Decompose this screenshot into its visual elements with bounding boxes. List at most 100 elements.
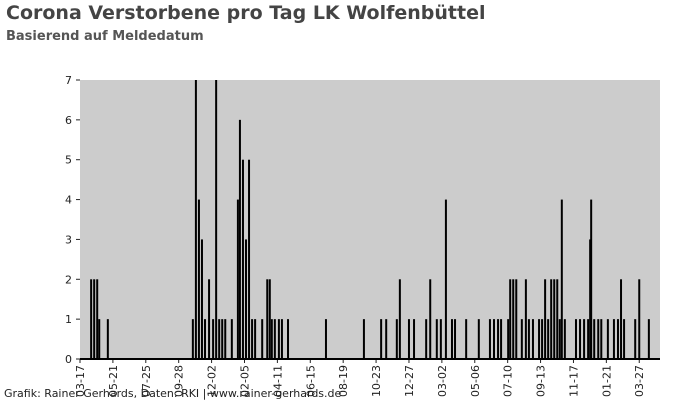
bar bbox=[574, 319, 577, 359]
x-tick-label: 03-17 bbox=[74, 365, 87, 397]
bar bbox=[612, 319, 615, 359]
y-tick-label: 1 bbox=[65, 313, 72, 326]
bar bbox=[270, 319, 273, 359]
bar bbox=[413, 319, 416, 359]
bar bbox=[395, 319, 398, 359]
x-tick-label: 08-19 bbox=[337, 365, 350, 397]
x-tick-label: 09-13 bbox=[535, 365, 548, 397]
bar bbox=[407, 319, 410, 359]
bar bbox=[558, 319, 561, 359]
bar bbox=[273, 319, 276, 359]
bar bbox=[492, 319, 495, 359]
bar bbox=[106, 319, 109, 359]
bar bbox=[600, 319, 603, 359]
x-tick-label: 11-17 bbox=[567, 365, 580, 397]
bar bbox=[547, 319, 550, 359]
bar bbox=[497, 319, 500, 359]
bar bbox=[616, 319, 619, 359]
bar bbox=[197, 199, 200, 359]
bar bbox=[230, 319, 233, 359]
bar bbox=[90, 279, 93, 359]
bar bbox=[236, 199, 239, 359]
bar bbox=[280, 319, 283, 359]
bar bbox=[277, 319, 280, 359]
bar bbox=[560, 199, 563, 359]
bar bbox=[450, 319, 453, 359]
x-tick-label: 05-06 bbox=[469, 365, 482, 397]
y-tick-label: 3 bbox=[65, 233, 72, 246]
x-tick-label: 06-15 bbox=[304, 365, 317, 397]
bar bbox=[324, 319, 327, 359]
x-tick-label: 07-25 bbox=[140, 365, 153, 397]
bar bbox=[268, 279, 271, 359]
bar bbox=[477, 319, 480, 359]
bar bbox=[638, 279, 641, 359]
bar bbox=[439, 319, 442, 359]
bar bbox=[527, 319, 530, 359]
bar bbox=[593, 319, 596, 359]
bar bbox=[254, 319, 257, 359]
bar bbox=[606, 319, 609, 359]
y-tick-label: 6 bbox=[65, 114, 72, 127]
y-tick-label: 5 bbox=[65, 154, 72, 167]
bar bbox=[200, 239, 203, 359]
bar bbox=[435, 319, 438, 359]
bar bbox=[385, 319, 388, 359]
bar bbox=[221, 319, 224, 359]
bar bbox=[208, 279, 211, 359]
bar bbox=[96, 279, 99, 359]
chart-title: Corona Verstorbene pro Tag LK Wolfenbütt… bbox=[6, 2, 485, 24]
bar bbox=[218, 319, 221, 359]
bar bbox=[488, 319, 491, 359]
bar bbox=[444, 199, 447, 359]
bar bbox=[634, 319, 637, 359]
bar bbox=[212, 319, 215, 359]
bar bbox=[362, 319, 365, 359]
chart-subtitle: Basierend auf Meldedatum bbox=[6, 29, 204, 44]
bar bbox=[620, 279, 623, 359]
x-tick-label: 10-23 bbox=[370, 365, 383, 397]
bar bbox=[425, 319, 428, 359]
bar bbox=[541, 319, 544, 359]
y-tick-label: 0 bbox=[65, 353, 72, 366]
bar bbox=[579, 319, 582, 359]
y-tick-label: 7 bbox=[65, 74, 72, 87]
x-tick-label: 07-10 bbox=[502, 365, 515, 397]
bar bbox=[590, 199, 593, 359]
bar bbox=[623, 319, 626, 359]
x-tick-label: 12-27 bbox=[403, 365, 416, 397]
bar bbox=[93, 279, 96, 359]
y-tick-label: 4 bbox=[65, 194, 72, 207]
bar bbox=[204, 319, 207, 359]
bar bbox=[454, 319, 457, 359]
bar bbox=[465, 319, 468, 359]
bar bbox=[647, 319, 650, 359]
y-tick-label: 2 bbox=[65, 273, 72, 286]
bar bbox=[583, 319, 586, 359]
bar bbox=[251, 319, 254, 359]
bar bbox=[524, 279, 527, 359]
x-tick-label: 09-28 bbox=[173, 365, 186, 397]
bar bbox=[507, 319, 510, 359]
bar bbox=[531, 319, 534, 359]
x-tick-label: 12-02 bbox=[206, 365, 219, 397]
bar bbox=[398, 279, 401, 359]
bar bbox=[520, 319, 523, 359]
footer: Grafik: Rainer Gerhards, Daten: RKI | ww… bbox=[4, 387, 342, 400]
x-tick-label: 03-02 bbox=[436, 365, 449, 397]
x-tick-label: 03-27 bbox=[633, 365, 646, 397]
bar bbox=[215, 80, 218, 359]
plot-background bbox=[80, 80, 660, 359]
bar bbox=[589, 239, 592, 359]
bar bbox=[380, 319, 383, 359]
bar bbox=[287, 319, 290, 359]
bar bbox=[248, 159, 251, 359]
bar bbox=[587, 319, 590, 359]
bar bbox=[191, 319, 194, 359]
bar bbox=[429, 279, 432, 359]
bar bbox=[224, 319, 227, 359]
bar bbox=[563, 319, 566, 359]
x-tick-label: 01-21 bbox=[600, 365, 613, 397]
bar bbox=[509, 279, 512, 359]
